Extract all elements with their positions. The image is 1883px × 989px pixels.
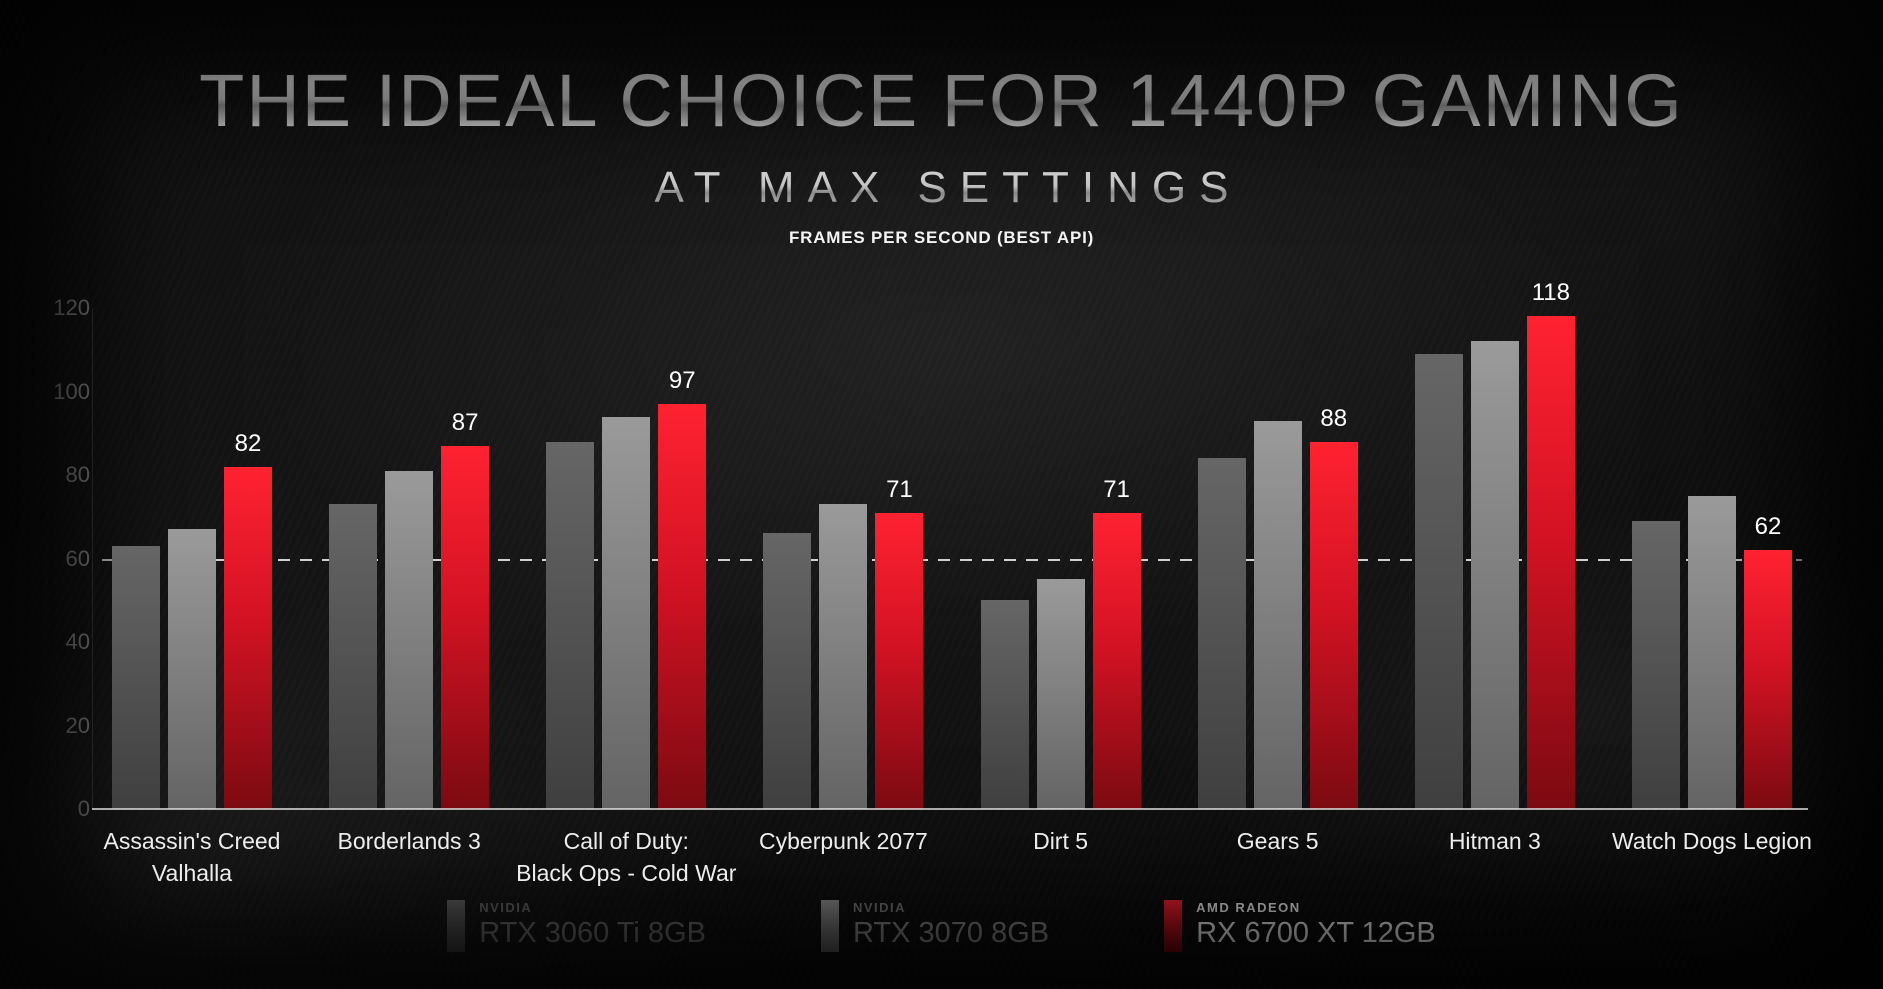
x-axis-label: Cyberpunk 2077	[759, 828, 928, 854]
bar-amd-radeon-rx-6700-xt-12gb: 62	[1743, 513, 1792, 809]
category-group-hitman-3: 118 Hitman 3	[1414, 279, 1575, 854]
y-tick-label: 60	[65, 545, 90, 571]
bar-nvidia-rtx-3070-8gb	[1253, 420, 1302, 809]
bar-cluster: 71	[980, 308, 1141, 809]
bar-amd-radeon-rx-6700-xt-12gb: 87	[441, 409, 490, 809]
bar-cluster: 118	[1414, 279, 1575, 809]
legend-text: AMD RADEON RX 6700 XT 12GB	[1196, 900, 1436, 948]
x-axis-label: Hitman 3	[1448, 828, 1541, 854]
legend-brand: AMD RADEON	[1196, 900, 1301, 915]
bar-nvidia-rtx-3060-ti-8gb	[1197, 458, 1246, 809]
y-tick-label: 40	[65, 629, 90, 654]
x-axis-label: Watch Dogs Legion	[1612, 828, 1812, 854]
plot-area: 82 Assassin's Creed Valhalla 87 Borderlands …	[92, 279, 1812, 887]
chart-units-note: FRAMES PER SECOND (BEST API)	[788, 228, 1095, 247]
bar-nvidia-rtx-3070-8gb	[385, 470, 434, 809]
bar-cluster: 97	[546, 308, 707, 809]
bar-amd-radeon-rx-6700-xt-12gb: 71	[1092, 476, 1141, 809]
y-tick-label: 100	[53, 378, 90, 404]
bar-nvidia-rtx-3070-8gb	[168, 529, 216, 809]
x-axis-label: Borderlands 3	[337, 828, 481, 854]
legend-model: RX 6700 XT 12GB	[1196, 917, 1436, 949]
value-label: 87	[451, 408, 479, 436]
value-label: 71	[1103, 475, 1130, 503]
y-axis: 120 100 80 60 40 20 0	[18, 295, 90, 821]
bar-amd-radeon-rx-6700-xt-12gb: 71	[875, 476, 924, 809]
value-label: 71	[886, 475, 913, 503]
category-group-call-of-duty-black-ops-cold-war: 97 Call of Duty: Black Ops - Cold War	[516, 308, 736, 886]
bar-amd-radeon-rx-6700-xt-12gb: 118	[1526, 279, 1575, 809]
x-axis-label: Call of Duty: Black Ops - Cold War	[516, 828, 737, 887]
value-label: 62	[1754, 513, 1782, 541]
bar-nvidia-rtx-3060-ti-8gb	[1414, 353, 1463, 809]
bar-nvidia-rtx-3060-ti-8gb	[980, 600, 1029, 809]
bar-nvidia-rtx-3060-ti-8gb	[329, 504, 378, 809]
bar-cluster: 71	[763, 308, 924, 809]
y-axis-line	[92, 308, 93, 809]
y-tick-label: 20	[65, 712, 90, 738]
legend-item-rtx-3060-ti-8gb: NVIDIA RTX 3060 Ti 8GB	[447, 900, 706, 952]
bar-cluster: 62	[1631, 308, 1792, 809]
value-label: 88	[1320, 404, 1348, 432]
legend-text: NVIDIA RTX 3060 Ti 8GB	[479, 900, 706, 948]
y-tick-label: 120	[53, 295, 90, 320]
x-axis-label: Assassin's Creed Valhalla	[103, 828, 281, 887]
bar-amd-radeon-rx-6700-xt-12gb: 82	[224, 430, 272, 809]
category-group-borderlands-3: 87 Borderlands 3	[329, 308, 490, 854]
legend: NVIDIA RTX 3060 Ti 8GB NVIDIA RTX 3070 8GB A…	[0, 900, 1883, 952]
bar-nvidia-rtx-3060-ti-8gb	[1631, 520, 1680, 809]
bar-nvidia-rtx-3060-ti-8gb	[763, 533, 812, 809]
value-label: 97	[668, 367, 696, 395]
x-axis-label: Gears 5	[1236, 828, 1319, 854]
bar-nvidia-rtx-3060-ti-8gb	[112, 545, 160, 809]
page-title: THE IDEAL CHOICE FOR 1440P GAMING	[0, 60, 1883, 142]
bar-cluster: 88	[1197, 308, 1358, 809]
bar-cluster: 87	[329, 308, 490, 809]
y-tick-label: 80	[65, 462, 90, 487]
legend-text: NVIDIA RTX 3070 8GB	[853, 900, 1049, 948]
category-group-cyberpunk-2077: 71 Cyberpunk 2077	[759, 308, 928, 854]
bar-cluster: 82	[112, 308, 272, 809]
bar-nvidia-rtx-3060-ti-8gb	[546, 441, 595, 809]
category-group-assassin-s-creed-valhalla: 82 Assassin's Creed Valhalla	[104, 308, 281, 887]
x-axis-line	[92, 808, 1808, 810]
bar-nvidia-rtx-3070-8gb	[1470, 341, 1519, 809]
bar-nvidia-rtx-3070-8gb	[1687, 495, 1736, 809]
legend-brand: NVIDIA	[479, 900, 533, 915]
value-label: 82	[234, 429, 262, 457]
legend-swatch	[447, 900, 466, 952]
bar-nvidia-rtx-3070-8gb	[1036, 579, 1085, 809]
legend-item-rtx-3070-8gb: NVIDIA RTX 3070 8GB	[820, 900, 1049, 952]
bar-amd-radeon-rx-6700-xt-12gb: 88	[1309, 405, 1358, 809]
legend-model: RTX 3070 8GB	[852, 917, 1050, 949]
page-subtitle: AT MAX SETTINGS	[0, 163, 1883, 212]
category-group-watch-dogs-legion: 62 Watch Dogs Legion	[1612, 308, 1812, 854]
bar-amd-radeon-rx-6700-xt-12gb: 97	[658, 367, 707, 809]
legend-brand: NVIDIA	[852, 900, 907, 915]
legend-swatch	[820, 900, 839, 952]
value-label: 118	[1531, 279, 1570, 307]
y-tick-label: 0	[77, 796, 90, 821]
bar-groups: 82 Assassin's Creed Valhalla 87 Borderlands …	[102, 279, 1812, 887]
bar-nvidia-rtx-3070-8gb	[602, 416, 651, 809]
legend-item-rx-6700-xt-12gb: AMD RADEON RX 6700 XT 12GB	[1164, 900, 1436, 952]
x-axis-label: Dirt 5	[1033, 828, 1089, 854]
bar-nvidia-rtx-3070-8gb	[819, 504, 868, 809]
reference-line-60fps	[102, 558, 1802, 561]
category-group-dirt-5: 71 Dirt 5	[980, 308, 1141, 854]
category-group-gears-5: 88 Gears 5	[1197, 308, 1358, 854]
legend-swatch	[1164, 900, 1183, 952]
legend-model: RTX 3060 Ti 8GB	[479, 917, 706, 949]
